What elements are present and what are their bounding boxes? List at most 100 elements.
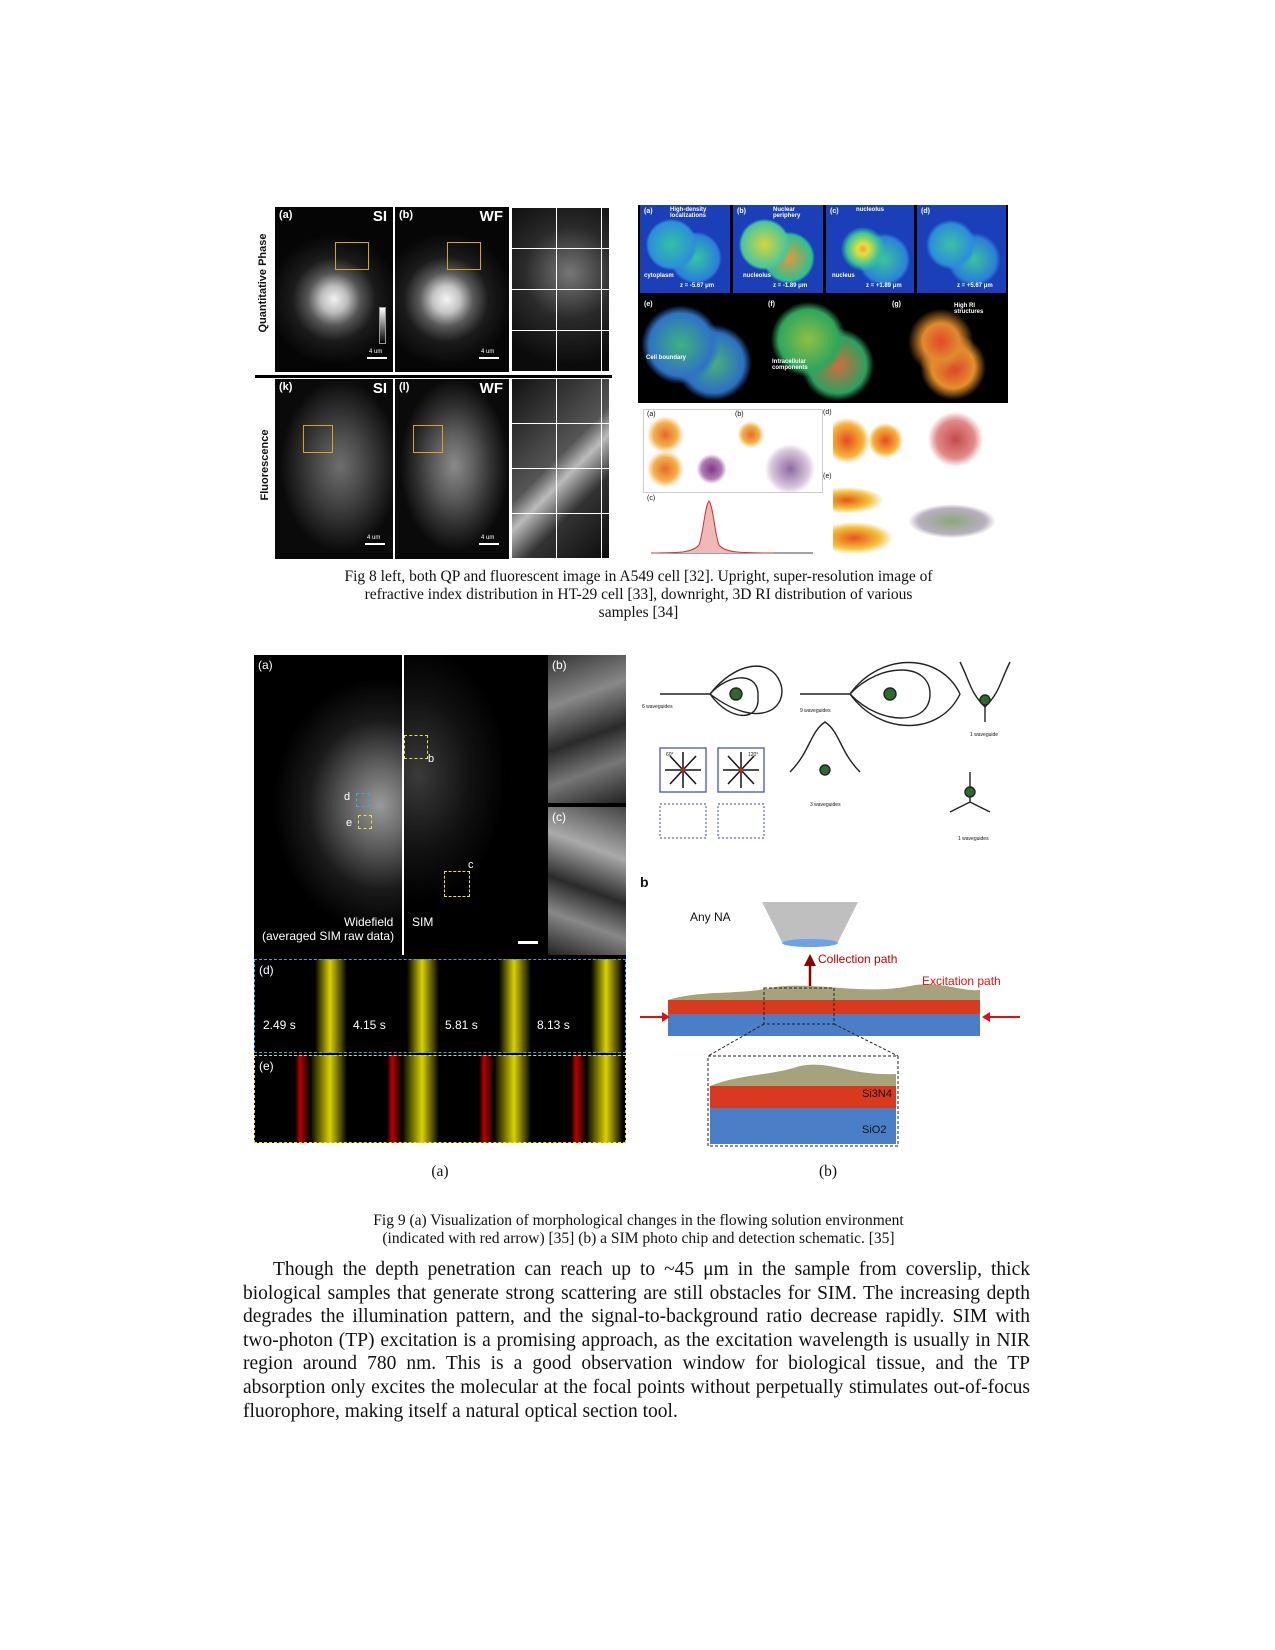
scale-bar [518, 941, 538, 944]
ri-3d-1: (e) Cell boundary [638, 297, 760, 403]
row-label-qp: Quantitative Phase [257, 233, 269, 333]
roi-label-e: e [346, 817, 353, 829]
panel-label-b: (b) [399, 209, 414, 221]
timelapse-e: (e) [254, 1055, 626, 1143]
fig8-upright-composite: (a) High-density localizations cytoplasm… [638, 205, 1008, 403]
fig9a-composite: (a) d e Widefield (averaged SIM raw data… [254, 655, 626, 1143]
divider [255, 375, 612, 378]
timelapse-d: (d) 2.49 s 4.15 s 5.81 s 8.13 s [254, 959, 626, 1053]
fl-zoom-grid [511, 379, 609, 559]
fl-si-image: (k) SI 4 um [275, 379, 393, 559]
panel-label-a: (a) [647, 411, 656, 418]
panel-label-c: (c) [830, 208, 839, 215]
panel-label-d: (d) [259, 963, 274, 977]
inset-c: (c) [548, 807, 626, 955]
annotation: nucleolus [743, 273, 772, 279]
scale-label: 4 um [367, 535, 381, 541]
scale-label: 4 um [481, 349, 495, 355]
fig9b-composite: 6 waveguides 9 waveguides 1 waveguide 3 … [640, 652, 1020, 1150]
waveguide-diagrams [659, 661, 1011, 839]
ri-e-images [833, 475, 1008, 559]
ri-d-images [833, 413, 1008, 468]
roi-label-c: c [468, 859, 474, 871]
qp-si-image: (a) SI 4 um [275, 207, 393, 372]
qp-wf-image: (b) WF 4 um [395, 207, 509, 372]
waveguide-label: 3 waveguides [810, 802, 841, 808]
histogram-plot [650, 500, 813, 554]
fl-wf-image: (l) WF 4 um [395, 379, 509, 559]
waveguide-label: 1 waveguide [970, 732, 999, 738]
widefield-image: (a) d e Widefield (averaged SIM raw data… [254, 655, 402, 955]
timestamp: 4.15 s [353, 1018, 386, 1032]
collection-path-label: Collection path [818, 952, 898, 966]
fig8-downright-composite: (a) (b) (c) (d) (e) [643, 409, 1008, 561]
fig9-caption: Fig 9 (a) Visualization of morphological… [240, 1212, 1037, 1248]
row-label-fluorescence: Fluorescence [259, 429, 271, 501]
caption-line: samples [34] [598, 604, 679, 621]
depth-label: z = -5.67 μm [680, 283, 715, 289]
panel-label-l: (l) [399, 381, 410, 393]
panel-label-e: (e) [644, 301, 653, 308]
annotation: cytoplasm [644, 273, 674, 279]
annotation: Intracellular components [772, 359, 808, 371]
caption-line: Fig 9 (a) Visualization of morphological… [373, 1212, 904, 1229]
depth-label: z = -1.89 μm [773, 283, 808, 289]
colorbar [379, 307, 386, 344]
ri-slice-4: (d) z = +5.67 μm [917, 205, 1006, 293]
panel-label-d: (d) [823, 409, 832, 416]
panel-label-g: (g) [892, 301, 901, 308]
panel-label-a: (a) [644, 208, 653, 215]
timestamp: 8.13 s [537, 1018, 570, 1032]
qp-zoom-grid [511, 207, 609, 372]
roi-box [447, 242, 481, 270]
widefield-sublabel: (averaged SIM raw data) [262, 929, 395, 943]
panel-label-b: (b) [552, 658, 567, 672]
annotation: Cell boundary [646, 355, 687, 361]
scale-label: 4 um [481, 535, 495, 541]
annotation: High-density localizations [670, 207, 707, 219]
panel-label-d: (d) [921, 208, 930, 215]
detection-schematic [640, 902, 1020, 1147]
annotation: High RI structures [954, 303, 984, 315]
scale-bar [479, 543, 499, 545]
scale-bar [479, 357, 499, 359]
panel-label-a: (a) [279, 209, 293, 221]
fig8-caption: Fig 8 left, both QP and fluorescent imag… [240, 568, 1037, 622]
waveguide-label: 1 waveguides [958, 836, 989, 842]
ri-slice-3: (c) nucleolus nucleus z = +1.89 μm [826, 205, 914, 293]
caption-line: refractive index distribution in HT-29 c… [364, 586, 913, 603]
roi-label-b: b [428, 753, 435, 765]
panel-label-c: (c) [552, 810, 566, 824]
roi-box [303, 425, 333, 453]
depth-label: z = +5.67 μm [957, 283, 993, 289]
panel-label-e: (e) [823, 473, 832, 480]
holography-panel [643, 409, 823, 493]
scale-label: 4 um [369, 349, 383, 355]
angle-label: 120° [748, 752, 759, 758]
divider [402, 655, 404, 955]
schematic-label: b [640, 874, 649, 890]
mode-label-wf: WF [479, 208, 503, 225]
panel-label-b: (b) [737, 208, 746, 215]
scale-bar [367, 357, 387, 359]
roi-box-b [404, 735, 428, 759]
subfigure-label-b: (b) [818, 1163, 838, 1180]
fig8-left-composite: Quantitative Phase Fluorescence (a) SI 4… [255, 207, 612, 559]
timestamp: 5.81 s [445, 1018, 478, 1032]
waveguide-label: 6 waveguides [642, 704, 673, 710]
panel-label-a: (a) [258, 658, 273, 672]
excitation-path-label: Excitation path [922, 974, 1001, 988]
annotation: nucleus [832, 273, 855, 279]
panel-label-k: (k) [279, 381, 293, 393]
caption-line: Fig 8 left, both QP and fluorescent imag… [344, 568, 933, 585]
panel-label-e: (e) [259, 1059, 274, 1073]
ri-slice-1: (a) High-density localizations cytoplasm… [640, 205, 730, 293]
sim-image: b c SIM [404, 655, 544, 955]
caption-line: (indicated with red arrow) [35] (b) a SI… [382, 1230, 895, 1247]
ri-3d-3: (g) High RI structures [886, 297, 1008, 403]
ri-slice-2: (b) Nuclear periphery nucleolus z = -1.8… [733, 205, 823, 293]
angle-label: 60° [666, 752, 674, 758]
panel-label-b: (b) [735, 411, 744, 418]
roi-box [413, 425, 443, 453]
any-na-label: Any NA [690, 910, 731, 924]
